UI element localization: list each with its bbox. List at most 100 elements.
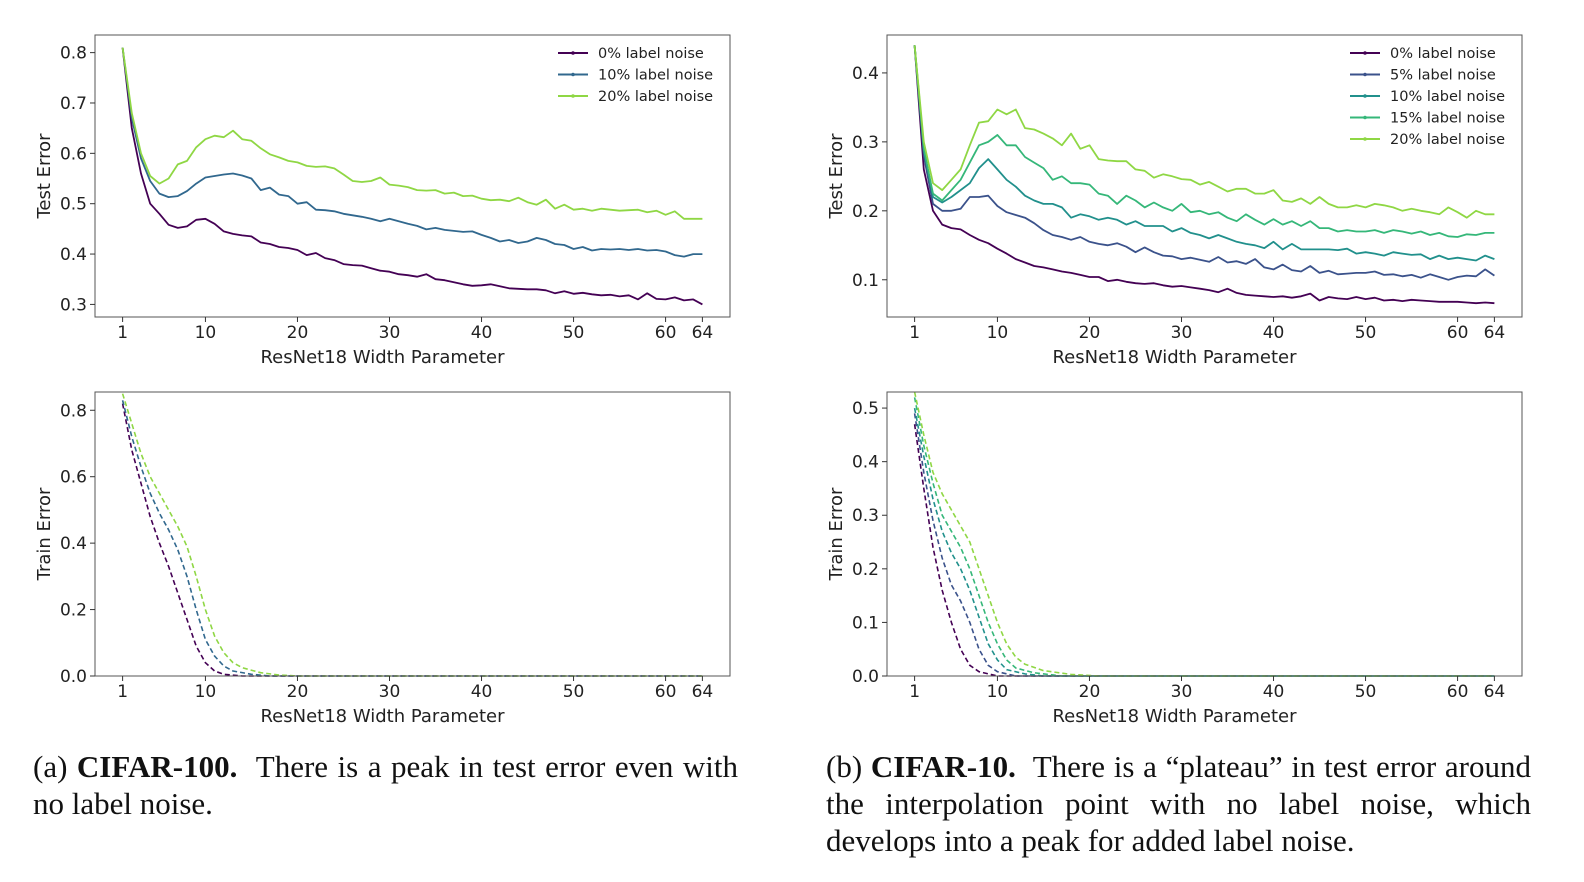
x-tick-label: 60 (1447, 682, 1469, 702)
x-tick-label: 64 (1484, 323, 1506, 343)
series-line (913, 391, 1495, 677)
x-tick-label: 30 (1171, 682, 1193, 702)
y-tick-label: 0.2 (852, 560, 879, 580)
caption-cifar10: (b) CIFAR-10. There is a “plateau” in te… (826, 748, 1531, 859)
legend-marker (571, 94, 575, 98)
x-axis-label: ResNet18 Width Parameter (260, 706, 505, 727)
x-tick-label: 20 (1079, 682, 1101, 702)
caption-cifar100: (a) CIFAR-100. There is a peak in test e… (33, 748, 738, 822)
x-tick-label: 40 (471, 682, 493, 702)
series-line (913, 424, 1495, 677)
x-tick-label: 1 (909, 323, 920, 343)
caption-tag: (b) (826, 749, 863, 784)
x-tick-label: 1 (117, 682, 128, 702)
x-tick-label: 60 (1447, 323, 1469, 343)
series-line (913, 407, 1495, 677)
chart-b-test: 1 10 20 30 40 50 60 64 0.1 0.2 0.3 0.4 ResNet18 Widt… (826, 34, 1523, 368)
legend-label: 15% label noise (1390, 111, 1505, 127)
series-line (121, 47, 703, 258)
y-tick-label: 0.8 (60, 401, 87, 421)
x-axis-label: ResNet18 Width Parameter (1052, 706, 1297, 727)
y-tick-label: 0.1 (852, 613, 879, 633)
x-tick-label: 20 (1079, 323, 1101, 343)
x-tick-label: 64 (692, 682, 714, 702)
legend-label: 10% label noise (1390, 89, 1505, 105)
series-line (121, 47, 703, 220)
series-line (121, 400, 703, 677)
x-tick-label: 50 (1355, 682, 1377, 702)
x-tick-label: 30 (379, 323, 401, 343)
plot-frame (94, 34, 731, 318)
x-tick-label: 10 (195, 682, 217, 702)
y-tick-label: 0.4 (852, 64, 879, 84)
y-tick-label: 0.5 (852, 399, 879, 419)
legend-label: 0% label noise (1390, 46, 1496, 62)
x-tick-label: 50 (563, 682, 585, 702)
legend-marker (571, 51, 575, 55)
y-tick-label: 0.2 (60, 601, 87, 621)
chart-a-train: 1 10 20 30 40 50 60 64 0.0 0.2 0.4 0.6 0.8 ResNet18 W… (34, 391, 731, 727)
x-tick-label: 1 (117, 323, 128, 343)
legend: 0% label noise 5% label noise 10% label no… (1350, 46, 1505, 148)
y-tick-label: 0.2 (852, 202, 879, 222)
caption-title: CIFAR-100. (76, 749, 238, 784)
legend-marker (1363, 115, 1367, 120)
x-tick-label: 60 (655, 323, 677, 343)
y-tick-label: 0.4 (60, 534, 87, 554)
legend-marker (571, 72, 575, 77)
y-tick-label: 0.3 (60, 295, 87, 315)
x-tick-label: 40 (1263, 323, 1285, 343)
series-line (913, 45, 1495, 219)
caption-tag: (a) (33, 749, 68, 784)
plot-frame (94, 391, 731, 677)
series-line (913, 45, 1495, 305)
x-tick-label: 50 (1355, 323, 1377, 343)
y-tick-label: 0.8 (60, 44, 87, 64)
legend-label: 10% label noise (598, 68, 713, 84)
series-line (913, 413, 1495, 677)
plot-frame (886, 34, 1523, 318)
series-line (913, 45, 1495, 238)
y-tick-label: 0.0 (60, 667, 87, 687)
y-axis-label: Test Error (34, 133, 55, 220)
y-tick-label: 0.6 (60, 468, 87, 488)
x-tick-label: 10 (195, 323, 217, 343)
x-axis-label: ResNet18 Width Parameter (1052, 347, 1297, 368)
legend-label: 20% label noise (598, 89, 713, 105)
x-tick-label: 20 (287, 323, 309, 343)
plot-frame (886, 391, 1523, 677)
series-line (913, 45, 1495, 262)
series-line (121, 47, 703, 306)
y-axis-label: Train Error (34, 487, 55, 581)
x-tick-label: 10 (987, 682, 1009, 702)
x-tick-label: 64 (692, 323, 714, 343)
y-axis-label: Test Error (826, 133, 847, 220)
series-line (913, 45, 1495, 281)
y-tick-label: 0.7 (60, 94, 87, 114)
x-tick-label: 20 (287, 682, 309, 702)
x-tick-label: 10 (987, 323, 1009, 343)
legend-marker (1363, 94, 1367, 98)
x-tick-label: 60 (655, 682, 677, 702)
legend-marker (1363, 72, 1367, 77)
chart-a-test: 1 10 20 30 40 50 60 64 0.3 0.4 0.5 0.6 0.7 0.8 ResNet1… (34, 34, 731, 368)
y-tick-label: 0.1 (852, 271, 879, 291)
y-tick-label: 0.4 (852, 453, 879, 473)
caption-text: There is a “plateau” in test error aroun… (826, 749, 1531, 858)
y-axis-label: Train Error (826, 487, 847, 581)
y-tick-label: 0.3 (852, 133, 879, 153)
series-line (121, 393, 703, 677)
x-tick-label: 40 (471, 323, 493, 343)
x-tick-label: 50 (563, 323, 585, 343)
legend-label: 5% label noise (1390, 68, 1496, 84)
legend-label: 0% label noise (598, 46, 704, 62)
x-axis-label: ResNet18 Width Parameter (260, 347, 505, 368)
legend-label: 20% label noise (1390, 132, 1505, 148)
series-line (121, 403, 703, 677)
x-tick-label: 64 (1484, 682, 1506, 702)
chart-b-train: 1 10 20 30 40 50 60 64 0.0 0.1 0.2 0.3 0.4 0.5 ResNet1… (826, 391, 1523, 727)
y-tick-label: 0.5 (60, 195, 87, 215)
y-tick-label: 0.4 (60, 245, 87, 265)
legend-marker (1363, 137, 1367, 141)
